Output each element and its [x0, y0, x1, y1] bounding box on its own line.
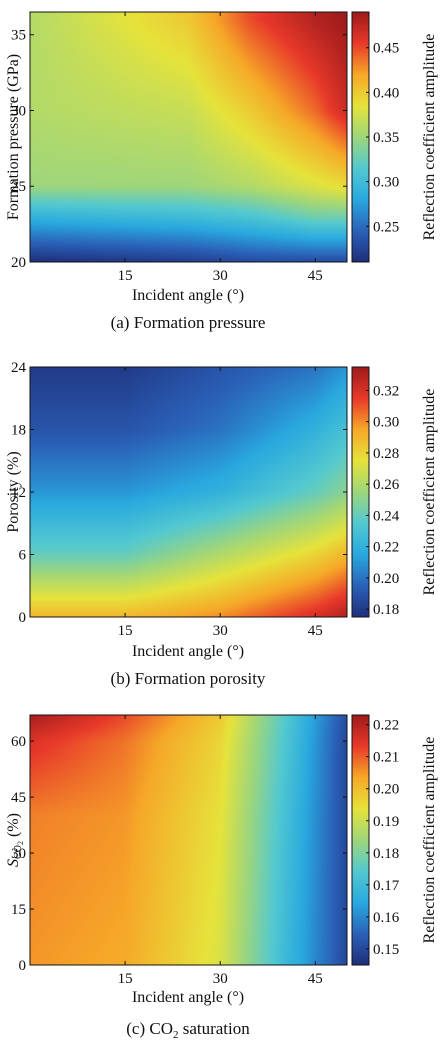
- x-axis-label-a: Incident angle (°): [132, 287, 244, 304]
- colorbar-c: [352, 715, 369, 965]
- colorbar-tick-label: 0.40: [373, 85, 399, 101]
- y-tick-label: 25: [11, 179, 26, 195]
- panel-a: 15 30 45 20 25 30 35 0.25 0.30 0.35 0.40 0.45 Inc…: [5, 11, 438, 332]
- colorbar-tick-label: 0.18: [373, 602, 399, 618]
- colorbar-tick-label: 0.30: [373, 415, 399, 431]
- y-axis-label-c-unit: (%): [5, 813, 22, 841]
- colorbar-label-b: Reflection coefficient amplitude: [421, 389, 438, 596]
- y-tick-label: 20: [11, 255, 26, 271]
- colorbar-tick-label: 0.26: [373, 477, 400, 493]
- colorbar-frame-c: [351, 714, 370, 966]
- y-tick-label: 30: [11, 103, 26, 119]
- panel-c: 15 30 45 0 15 30 45 60 0.15 0.16 0.17 0.18 0.19 0.2…: [5, 714, 438, 1041]
- colorbar-tick-label: 0.28: [373, 446, 399, 462]
- caption-c-post: saturation: [178, 1019, 250, 1038]
- x-tick-label: 15: [118, 268, 133, 284]
- colorbar-tick-label: 0.15: [373, 942, 399, 958]
- x-ticks-c: 15 30 45: [118, 715, 323, 987]
- colorbar-label-a: Reflection coefficient amplitude: [421, 34, 438, 241]
- x-ticks-b: 15 30 45: [118, 367, 323, 639]
- y-axis-label-c-s: S: [5, 859, 22, 867]
- x-tick-label: 30: [213, 623, 228, 639]
- x-tick-label: 45: [308, 268, 323, 284]
- y-tick-label: 12: [11, 485, 26, 501]
- x-tick-label: 15: [118, 623, 133, 639]
- colorbar-tick-label: 0.21: [373, 750, 399, 766]
- caption-c-pre: (c) CO: [126, 1019, 173, 1038]
- colorbar-ticks-c: 0.15 0.16 0.17 0.18 0.19 0.20 0.21 0.22: [366, 718, 400, 958]
- colorbar-tick-label: 0.32: [373, 383, 399, 399]
- plot-frame-a: [29, 11, 348, 263]
- y-tick-label: 45: [11, 790, 26, 806]
- caption-a: (a) Formation pressure: [111, 313, 266, 332]
- colorbar-tick-label: 0.24: [373, 508, 400, 524]
- x-tick-label: 45: [308, 623, 323, 639]
- colorbar-tick-label: 0.30: [373, 175, 399, 191]
- heatmap-c: [30, 715, 347, 965]
- y-tick-label: 30: [11, 846, 26, 862]
- x-axis-label-c: Incident angle (°): [132, 989, 244, 1006]
- y-tick-label: 15: [11, 902, 26, 918]
- colorbar-tick-label: 0.35: [373, 130, 399, 146]
- y-axis-label-c: SCO2 (%): [5, 813, 25, 867]
- x-axis-label-b: Incident angle (°): [132, 643, 244, 660]
- colorbar-frame-b: [351, 366, 370, 618]
- y-tick-label: 0: [19, 610, 27, 626]
- x-tick-label: 30: [213, 971, 228, 987]
- colorbar-tick-label: 0.19: [373, 814, 399, 830]
- panel-b: 15 30 45 0 6 12 18 24 0.18 0.20 0.22 0.24 0.26 0.28…: [5, 360, 438, 688]
- y-axis-label-a: Formation pressure (GPa): [5, 54, 22, 220]
- y-tick-label: 18: [11, 423, 26, 439]
- y-ticks-a: 20 25 30 35: [11, 28, 347, 271]
- y-ticks-b: 0 6 12 18 24: [11, 360, 347, 626]
- colorbar-ticks-b: 0.18 0.20 0.22 0.24 0.26 0.28 0.30 0.32: [366, 383, 400, 618]
- colorbar-a: [352, 12, 369, 262]
- colorbar-tick-label: 0.16: [373, 910, 400, 926]
- caption-b: (b) Formation porosity: [111, 669, 266, 688]
- x-ticks-a: 15 30 45: [118, 12, 323, 284]
- plot-frame-c: [29, 714, 348, 966]
- x-tick-label: 30: [213, 268, 228, 284]
- heatmap-b: [30, 367, 347, 617]
- colorbar-tick-label: 0.25: [373, 219, 399, 235]
- y-axis-label-b: Porosity (%): [5, 451, 22, 532]
- colorbar-b: [352, 367, 369, 617]
- caption-c-sub: 2: [173, 1029, 179, 1041]
- y-axis-label-c-sub2: 2: [16, 841, 25, 845]
- y-ticks-c: 0 15 30 45 60: [11, 734, 347, 974]
- y-tick-label: 6: [19, 548, 27, 564]
- x-tick-label: 45: [308, 971, 323, 987]
- x-tick-label: 15: [118, 971, 133, 987]
- y-tick-label: 35: [11, 28, 26, 44]
- y-tick-label: 24: [11, 360, 27, 376]
- colorbar-tick-label: 0.17: [373, 878, 400, 894]
- colorbar-tick-label: 0.20: [373, 571, 399, 587]
- caption-c: (c) CO2 saturation: [126, 1019, 250, 1041]
- colorbar-tick-label: 0.22: [373, 718, 399, 734]
- colorbar-tick-label: 0.18: [373, 846, 399, 862]
- y-tick-label: 0: [19, 958, 27, 974]
- heatmap-a: [30, 12, 347, 262]
- colorbar-tick-label: 0.20: [373, 782, 399, 798]
- colorbar-ticks-a: 0.25 0.30 0.35 0.40 0.45: [366, 41, 399, 235]
- colorbar-label-c: Reflection coefficient amplitude: [421, 737, 438, 944]
- colorbar-tick-label: 0.45: [373, 41, 399, 57]
- y-tick-label: 60: [11, 734, 26, 750]
- y-axis-label-c-sub: CO: [13, 845, 24, 859]
- colorbar-tick-label: 0.22: [373, 540, 399, 556]
